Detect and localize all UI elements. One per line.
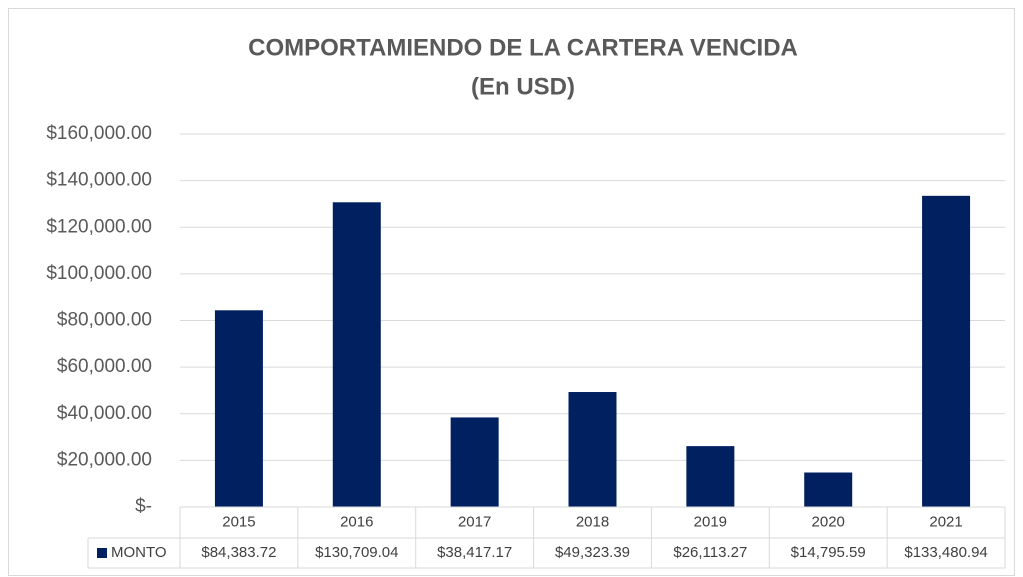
value-label: $130,709.04 [315, 544, 398, 561]
bar [686, 446, 735, 507]
bar [214, 310, 263, 507]
value-label: $84,383.72 [201, 544, 276, 561]
x-tick-label: 2017 [458, 513, 491, 530]
bar [332, 202, 381, 507]
x-tick-label: 2018 [576, 513, 609, 530]
legend-label: MONTO [111, 544, 167, 561]
y-tick-label: $140,000.00 [46, 170, 152, 191]
value-label: $133,480.94 [904, 544, 987, 561]
x-tick-label: 2021 [929, 513, 962, 530]
y-tick-label: $100,000.00 [46, 263, 152, 284]
y-tick-label: $20,000.00 [57, 449, 152, 470]
y-tick-label: $160,000.00 [46, 123, 152, 144]
x-tick-label: 2016 [340, 513, 373, 530]
value-label: $49,323.39 [555, 544, 630, 561]
value-label: $14,795.59 [791, 544, 866, 561]
y-tick-label: $- [135, 496, 152, 517]
value-label: $38,417.17 [437, 544, 512, 561]
value-label: $26,113.27 [673, 544, 747, 561]
x-tick-label: 2015 [222, 513, 255, 530]
x-tick-label: 2020 [812, 513, 845, 530]
bar [922, 195, 971, 507]
bar [450, 417, 499, 507]
y-tick-label: $80,000.00 [57, 310, 152, 331]
x-tick-label: 2019 [694, 513, 727, 530]
chart-title: COMPORTAMIENDO DE LA CARTERA VENCIDA [248, 34, 798, 61]
legend-swatch [97, 548, 107, 558]
chart-border [8, 8, 1015, 576]
chart-subtitle: (En USD) [471, 73, 575, 100]
y-tick-label: $120,000.00 [46, 216, 152, 237]
y-tick-label: $40,000.00 [57, 403, 152, 424]
y-tick-label: $60,000.00 [57, 356, 152, 377]
bar [804, 472, 853, 507]
bar [568, 392, 617, 507]
